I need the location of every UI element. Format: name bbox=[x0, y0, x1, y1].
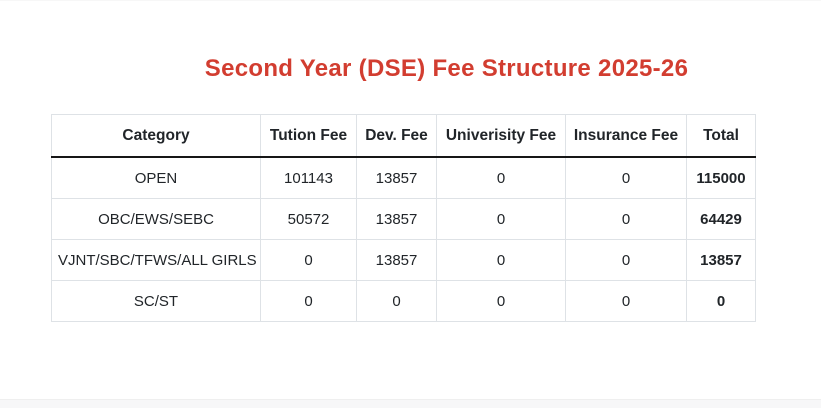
cell-university-fee: 0 bbox=[436, 280, 566, 322]
column-header-university-fee: Univerisity Fee bbox=[436, 114, 566, 158]
cell-dev-fee: 13857 bbox=[356, 198, 437, 240]
table-row-open: OPEN 101143 13857 0 0 115000 bbox=[51, 156, 756, 199]
column-header-total: Total bbox=[686, 114, 756, 158]
column-header-insurance-fee: Insurance Fee bbox=[565, 114, 687, 158]
table-header-row: Category Tution Fee Dev. Fee Univerisity… bbox=[51, 114, 756, 158]
cell-tution-fee: 0 bbox=[260, 280, 357, 322]
cell-insurance-fee: 0 bbox=[565, 198, 687, 240]
cell-total: 115000 bbox=[686, 156, 756, 199]
cell-total: 0 bbox=[686, 280, 756, 322]
cell-university-fee: 0 bbox=[436, 198, 566, 240]
table-row-sc-st: SC/ST 0 0 0 0 0 bbox=[51, 280, 756, 322]
cell-tution-fee: 101143 bbox=[260, 156, 357, 199]
table-row-vjnt-sbc-tfws-all-girls: VJNT/SBC/TFWS/ALL GIRLS 0 13857 0 0 1385… bbox=[51, 239, 756, 281]
cell-category: VJNT/SBC/TFWS/ALL GIRLS bbox=[51, 239, 261, 281]
cell-tution-fee: 50572 bbox=[260, 198, 357, 240]
cell-insurance-fee: 0 bbox=[565, 280, 687, 322]
cell-dev-fee: 0 bbox=[356, 280, 437, 322]
next-section-edge bbox=[0, 399, 821, 408]
fee-table: Category Tution Fee Dev. Fee Univerisity… bbox=[51, 114, 756, 322]
cell-insurance-fee: 0 bbox=[565, 239, 687, 281]
cell-total: 13857 bbox=[686, 239, 756, 281]
cell-tution-fee: 0 bbox=[260, 239, 357, 281]
column-header-tution-fee: Tution Fee bbox=[260, 114, 357, 158]
cell-dev-fee: 13857 bbox=[356, 156, 437, 199]
cell-category: OPEN bbox=[51, 156, 261, 199]
table-row-obc-ews-sebc: OBC/EWS/SEBC 50572 13857 0 0 64429 bbox=[51, 198, 756, 240]
cell-total: 64429 bbox=[686, 198, 756, 240]
cell-category: SC/ST bbox=[51, 280, 261, 322]
cell-dev-fee: 13857 bbox=[356, 239, 437, 281]
cell-category: OBC/EWS/SEBC bbox=[51, 198, 261, 240]
cell-university-fee: 0 bbox=[436, 156, 566, 199]
cell-insurance-fee: 0 bbox=[565, 156, 687, 199]
cell-university-fee: 0 bbox=[436, 239, 566, 281]
page-title: Second Year (DSE) Fee Structure 2025-26 bbox=[204, 55, 689, 82]
column-header-dev-fee: Dev. Fee bbox=[356, 114, 437, 158]
column-header-category: Category bbox=[51, 114, 261, 158]
